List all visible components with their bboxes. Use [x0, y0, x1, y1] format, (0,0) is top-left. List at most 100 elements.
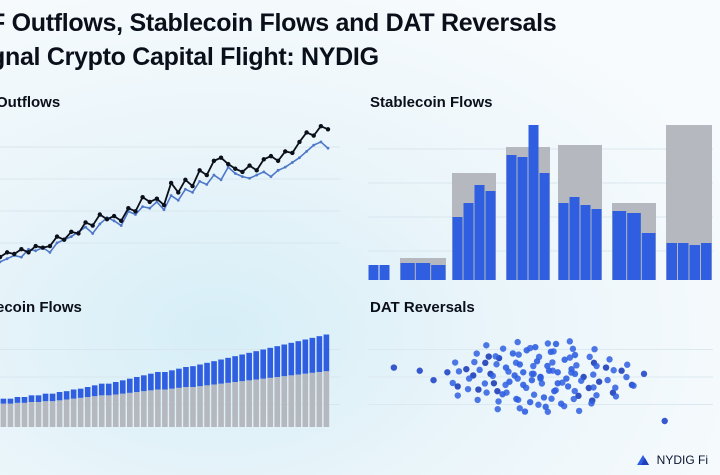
stable-left-flow-bar [0, 398, 7, 404]
scatter-point [586, 353, 593, 361]
data-point [254, 168, 259, 173]
scatter-point [514, 396, 522, 403]
data-point [283, 149, 288, 154]
scatter-point [444, 369, 451, 376]
data-point [76, 231, 81, 236]
stable-left-base-bar [63, 399, 70, 427]
scatter-point [566, 354, 574, 361]
scatter-point [514, 375, 521, 382]
scatter-point [495, 398, 502, 405]
data-point [147, 199, 152, 205]
data-point [91, 232, 95, 235]
data-point [305, 150, 309, 153]
stable-left-base-bar [148, 390, 154, 427]
scatter-point [514, 338, 521, 346]
scatter-point [561, 356, 568, 363]
stable-left-flow-bar [246, 352, 252, 381]
scatter-point [530, 362, 537, 370]
stable-left-flow-bar [35, 395, 42, 402]
scatter-point [476, 366, 483, 374]
data-point [183, 177, 188, 182]
stablecoin-right-chart-title: Stablecoin Flows [370, 94, 493, 111]
scatter-point [492, 353, 499, 360]
page-title: F Outflows, Stablecoin Flows and DAT Rev… [0, 6, 720, 74]
stable-right-bar [569, 197, 580, 280]
data-point [318, 123, 324, 129]
scatter-point [451, 359, 459, 366]
stable-left-flow-bar [295, 341, 302, 375]
stable-left-base-bar [98, 395, 105, 427]
stable-left-base-bar [323, 371, 330, 427]
data-point [104, 217, 110, 222]
stable-left-flow-bar [288, 342, 295, 376]
stable-left-base-bar [21, 402, 28, 427]
data-point [298, 156, 301, 160]
stable-left-base-bar [7, 403, 14, 427]
scatter-point [416, 367, 423, 374]
data-point [290, 161, 294, 164]
data-point [319, 140, 323, 144]
stable-right-bar [558, 203, 569, 280]
data-point [240, 169, 245, 175]
scatter-point [612, 393, 620, 400]
stable-left-base-bar [267, 377, 274, 427]
stable-left-flow-bar [169, 370, 175, 389]
stable-left-flow-bar [211, 361, 217, 385]
stable-left-flow-bar [260, 349, 267, 379]
stable-left-base-bar [253, 379, 259, 427]
scatter-point [610, 367, 617, 374]
stable-left-flow-bar [21, 397, 28, 403]
scatter-point [475, 386, 482, 393]
data-point [34, 249, 38, 253]
data-point [19, 247, 24, 252]
data-point [98, 222, 102, 226]
scatter-point [535, 353, 543, 361]
outflows-line-chart [0, 123, 340, 264]
stable-left-flow-bar [77, 388, 84, 398]
scatter-point [661, 417, 668, 425]
scatter-point [578, 377, 585, 384]
scatter-point [515, 351, 522, 358]
stable-right-bar [485, 191, 496, 280]
data-point [55, 241, 59, 245]
stable-left-flow-bar [91, 385, 98, 397]
stable-left-flow-bar [148, 373, 154, 391]
stable-left-base-bar [225, 382, 231, 427]
stable-left-base-bar [211, 384, 217, 427]
data-point [191, 191, 194, 194]
scatter-point [569, 345, 577, 353]
scatter-point [505, 368, 512, 375]
title-line-2: gnal Crypto Capital Flight: NYDIG [0, 43, 379, 71]
scatter-point [606, 356, 613, 363]
data-point [111, 213, 117, 219]
data-point [162, 208, 166, 212]
stable-left-base-bar [183, 387, 189, 427]
stable-left-flow-bar [126, 378, 133, 393]
stable-left-flow-bar [42, 393, 49, 402]
stable-left-flow-bar [49, 393, 56, 402]
stable-left-base-bar [28, 402, 35, 427]
data-point [248, 176, 251, 180]
stable-right-bar [517, 157, 528, 280]
scatter-point [512, 359, 520, 366]
scatter-point [591, 345, 598, 353]
data-point [176, 198, 180, 202]
scatter-point [516, 405, 523, 412]
stable-left-flow-bar [176, 368, 182, 388]
data-point [212, 173, 216, 177]
data-point [326, 146, 330, 150]
scatter-point [538, 380, 546, 387]
data-point [169, 194, 173, 197]
scatter-point [549, 359, 556, 366]
data-point [233, 166, 238, 171]
scatter-point [449, 379, 456, 387]
scatter-point [532, 343, 539, 351]
scatter-point [482, 359, 489, 367]
scatter-point [618, 367, 625, 374]
data-point [133, 209, 138, 214]
outflows-chart-title: Outflows [0, 94, 61, 111]
stable-left-flow-bar [309, 337, 316, 373]
stable-right-bar [528, 125, 539, 280]
scatter-point [570, 395, 577, 403]
stable-right-bar [689, 245, 700, 280]
